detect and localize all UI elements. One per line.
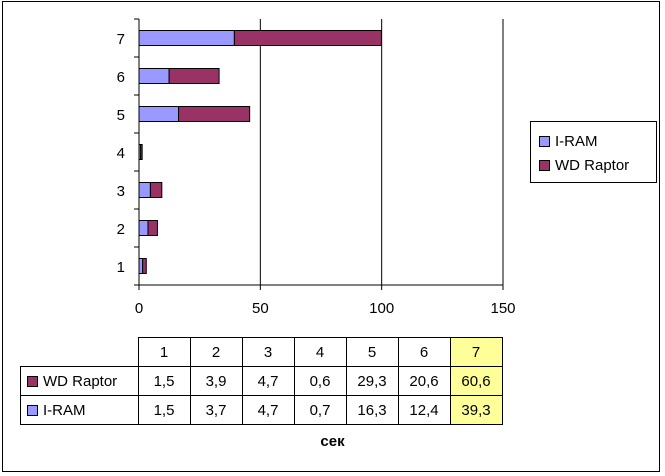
bar-wd-raptor-6 — [168, 68, 220, 84]
y-tick-label: 1 — [117, 259, 125, 276]
y-tick-label: 6 — [117, 69, 125, 86]
y-tick-label: 5 — [117, 107, 125, 124]
legend: I-RAM WD Raptor — [530, 121, 657, 183]
table-cell: 4,7 — [241, 366, 295, 396]
bar-wd-raptor-1 — [142, 258, 147, 274]
table-header-cell: 2 — [189, 337, 243, 367]
table-corner — [20, 337, 139, 367]
table-swatch-wd-raptor — [27, 375, 38, 387]
table-cell: 20,6 — [397, 366, 451, 396]
table-row-label-text: I-RAM — [43, 401, 86, 419]
y-tick-label: 2 — [117, 221, 125, 238]
x-tick-label: 150 — [490, 300, 515, 317]
legend-label-i-ram: I-RAM — [555, 132, 598, 150]
table-cell-highlighted: 60,6 — [449, 366, 503, 396]
table-header-row: 1 2 3 4 5 6 7 — [20, 337, 503, 367]
bar-i-ram-2 — [138, 220, 149, 236]
legend-item-i-ram: I-RAM — [539, 131, 598, 151]
table-cell: 0,6 — [293, 366, 347, 396]
legend-label-wd-raptor: WD Raptor — [555, 156, 630, 174]
table-cell-highlighted: 39,3 — [449, 395, 503, 425]
y-tick-label: 3 — [117, 183, 125, 200]
table-row-label-text: WD Raptor — [43, 372, 118, 390]
bar-i-ram-3 — [138, 182, 151, 198]
x-tick-label: 50 — [252, 300, 269, 317]
x-tick-label: 0 — [135, 300, 143, 317]
table-cell: 4,7 — [241, 395, 295, 425]
bar-wd-raptor-2 — [147, 220, 158, 236]
bar-i-ram-5 — [138, 106, 180, 122]
table-cell: 3,7 — [189, 395, 243, 425]
table-header-cell: 1 — [137, 337, 191, 367]
bar-wd-raptor-3 — [149, 182, 163, 198]
table-row-label: I-RAM — [20, 395, 139, 425]
table-cell: 16,3 — [345, 395, 399, 425]
bar-wd-raptor-7 — [233, 30, 382, 46]
table-swatch-i-ram — [27, 404, 38, 416]
table-header-cell: 4 — [293, 337, 347, 367]
table-row-wd-raptor: WD Raptor 1,5 3,9 4,7 0,6 29,3 20,6 60,6 — [20, 366, 503, 396]
table-cell: 0,7 — [293, 395, 347, 425]
table-row-i-ram: I-RAM 1,5 3,7 4,7 0,7 16,3 12,4 39,3 — [20, 395, 503, 425]
legend-swatch-i-ram — [539, 135, 550, 147]
table-cell: 3,9 — [189, 366, 243, 396]
y-tick-label: 4 — [117, 145, 125, 162]
bar-wd-raptor-5 — [178, 106, 251, 122]
data-table: 1 2 3 4 5 6 7 WD Raptor 1,5 3,9 4,7 0,6 … — [20, 337, 503, 425]
table-header-cell: 5 — [345, 337, 399, 367]
legend-swatch-wd-raptor — [539, 159, 550, 171]
bar-i-ram-7 — [138, 30, 235, 46]
table-cell: 29,3 — [345, 366, 399, 396]
legend-item-wd-raptor: WD Raptor — [539, 155, 629, 175]
table-header-cell-highlighted: 7 — [449, 337, 503, 367]
bar-i-ram-1 — [138, 258, 144, 274]
x-axis-title: сек — [320, 433, 345, 450]
x-tick-label: 100 — [369, 300, 394, 317]
table-header-cell: 6 — [397, 337, 451, 367]
table-cell: 1,5 — [137, 366, 191, 396]
y-tick-label: 7 — [117, 31, 125, 48]
table-row-label: WD Raptor — [20, 366, 139, 396]
bar-i-ram-6 — [138, 68, 170, 84]
table-header-cell: 3 — [241, 337, 295, 367]
bar-wd-raptor-4 — [140, 144, 143, 160]
table-cell: 1,5 — [137, 395, 191, 425]
chart-frame — [2, 1, 660, 472]
table-cell: 12,4 — [397, 395, 451, 425]
